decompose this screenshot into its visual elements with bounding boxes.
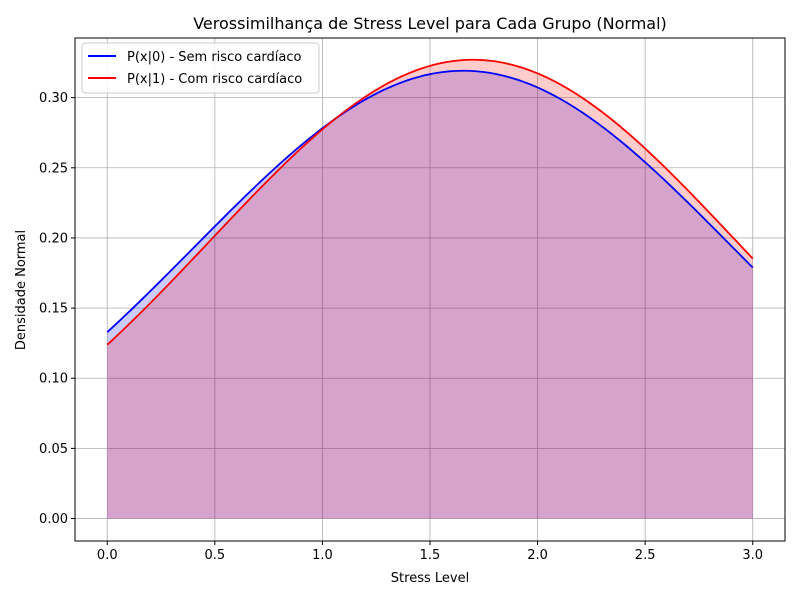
- y-tick-label: 0.20: [39, 231, 68, 246]
- area-fill-com-risco: [107, 59, 753, 519]
- area-fills: [107, 59, 753, 519]
- x-axis-label: Stress Level: [391, 571, 469, 586]
- y-axis-label: Densidade Normal: [14, 230, 29, 350]
- x-tick-label: 3.0: [742, 548, 763, 563]
- chart-title: Verossimilhança de Stress Level para Cad…: [193, 14, 667, 33]
- legend-label-com-risco: P(x|1) - Com risco cardíaco: [127, 72, 302, 87]
- grid: [75, 38, 785, 541]
- series-line-com-risco: [106, 58, 754, 346]
- x-tick-label: 0.0: [97, 548, 118, 563]
- x-tick-label: 2.5: [635, 548, 656, 563]
- x-axis-ticks: 0.0 0.5 1.0 1.5 2.0 2.5 3.0: [97, 541, 763, 563]
- y-tick-label: 0.30: [39, 91, 68, 106]
- y-tick-label: 0.15: [39, 302, 68, 317]
- x-tick-label: 2.0: [527, 548, 548, 563]
- x-tick-label: 1.0: [312, 548, 333, 563]
- series-lines: [106, 58, 754, 346]
- x-tick-label: 0.5: [205, 548, 226, 563]
- y-tick-label: 0.05: [39, 442, 68, 457]
- legend-label-sem-risco: P(x|0) - Sem risco cardíaco: [127, 50, 301, 65]
- y-tick-label: 0.00: [39, 512, 68, 527]
- series-line-sem-risco: [106, 69, 754, 333]
- y-tick-label: 0.10: [39, 372, 68, 387]
- legend: P(x|0) - Sem risco cardíaco P(x|1) - Com…: [81, 42, 320, 94]
- area-fill-sem-risco: [107, 70, 753, 519]
- legend-box: [81, 42, 320, 94]
- y-tick-label: 0.25: [39, 161, 68, 176]
- y-axis-ticks: 0.00 0.05 0.10 0.15 0.20 0.25 0.30: [39, 91, 75, 527]
- x-tick-label: 1.5: [420, 548, 441, 563]
